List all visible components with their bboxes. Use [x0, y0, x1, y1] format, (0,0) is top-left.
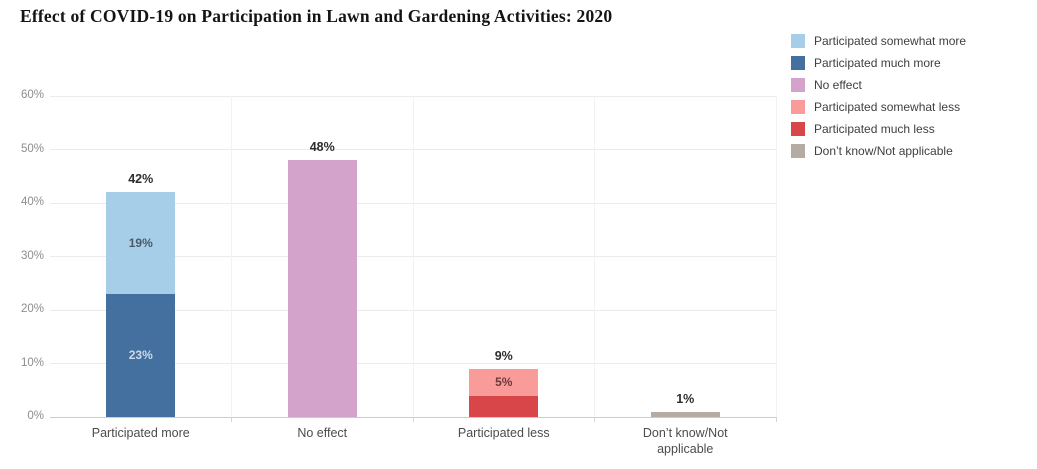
chart-title: Effect of COVID-19 on Participation in L…: [20, 6, 613, 26]
legend-swatch-icon: [791, 144, 805, 158]
column-separator: [231, 96, 232, 417]
x-axis-category-text: Participated more: [91, 426, 190, 440]
legend-swatch-icon: [791, 34, 805, 48]
legend-label: No effect: [814, 78, 862, 92]
legend-label: Don’t know/Not applicable: [814, 144, 953, 158]
legend-label: Participated much more: [814, 56, 941, 70]
segment-value-label: 19%: [128, 236, 153, 251]
axis-tick: [775, 417, 777, 422]
y-axis-tick-label: 40%: [20, 196, 44, 208]
legend-label: Participated somewhat less: [814, 100, 961, 114]
legend-label: Participated somewhat more: [814, 34, 967, 48]
legend-item: No effect: [791, 74, 966, 96]
bar-segment: 23%: [106, 293, 176, 417]
y-axis-tick-label: 60%: [20, 89, 44, 101]
y-axis-tick-label: 20%: [20, 303, 44, 315]
legend-label: Participated much less: [814, 122, 935, 136]
axis-tick: [594, 417, 595, 422]
legend-swatch-icon: [791, 122, 805, 136]
bar-total-label: 42%: [128, 172, 154, 187]
bar-participated-less: 5%: [469, 368, 539, 417]
column-separator: [594, 96, 595, 417]
column-separator: [412, 96, 414, 417]
x-axis-category-label: Participated less: [413, 425, 595, 441]
x-axis-category-label: Participated more: [50, 425, 232, 441]
legend-swatch-icon: [791, 56, 805, 70]
legend-item: Participated much more: [791, 52, 966, 74]
axis-tick: [412, 417, 414, 422]
plot-area: 19% 23% 42% 48% 5% 9% 1%: [50, 95, 777, 422]
x-axis-category-text: Participated less: [457, 426, 550, 440]
legend-swatch-icon: [791, 100, 805, 114]
bar-segment: 19%: [106, 192, 176, 294]
legend-item: Don’t know/Not applicable: [791, 140, 966, 162]
bar-segment: [650, 411, 720, 417]
legend: Participated somewhat more Participated m…: [791, 30, 966, 162]
legend-swatch-icon: [791, 78, 805, 92]
legend-item: Participated somewhat more: [791, 30, 966, 52]
bar-total-label: 1%: [676, 391, 695, 406]
column-separator: [775, 96, 777, 417]
bar-segment: [287, 160, 357, 417]
y-axis-tick-label: 30%: [20, 249, 44, 262]
x-axis-category-text: Don’t know/Not applicable: [642, 426, 728, 457]
y-axis-tick-label: 50%: [20, 142, 44, 155]
x-axis-category-text: No effect: [297, 426, 348, 440]
bar-total-label: 9%: [494, 348, 513, 363]
segment-value-label: 5%: [495, 375, 513, 390]
legend-item: Participated somewhat less: [791, 96, 966, 118]
x-axis-category-label: No effect: [232, 425, 414, 441]
segment-value-label: 23%: [128, 348, 153, 363]
bar-segment: 5%: [469, 368, 539, 396]
axis-tick: [231, 417, 232, 422]
x-axis-category-label: Don’t know/Not applicable: [595, 425, 777, 458]
bar-no-effect: [287, 160, 357, 417]
bar-don-t-know-not-applicable: [650, 411, 720, 417]
legend-item: Participated much less: [791, 118, 966, 140]
bar-participated-more: 19% 23%: [106, 192, 176, 417]
bar-segment: [469, 395, 539, 417]
y-axis-tick-label: 10%: [20, 356, 44, 369]
bar-total-label: 48%: [309, 140, 335, 155]
y-axis-tick-label: 0%: [27, 410, 44, 422]
